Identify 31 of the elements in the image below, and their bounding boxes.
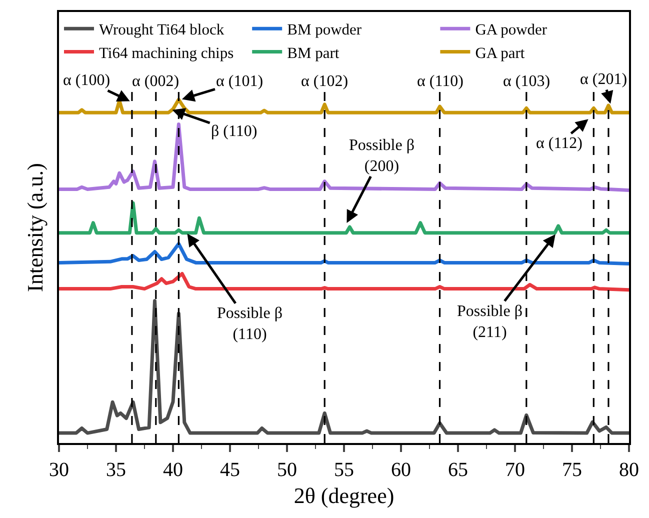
x-tick-label: 55 bbox=[334, 458, 354, 481]
annotation: α (112) bbox=[536, 135, 582, 152]
x-tick-label: 80 bbox=[619, 458, 639, 481]
y-axis-title: Intensity (a.u.) bbox=[22, 163, 48, 292]
x-tick-label: 60 bbox=[391, 458, 411, 481]
ref-line-label: α (103) bbox=[503, 73, 550, 90]
annotation: α (100) bbox=[63, 72, 110, 89]
annotation: Possible β (200) bbox=[349, 137, 414, 175]
x-tick-label: 65 bbox=[448, 458, 468, 481]
annotation: α (101) bbox=[216, 73, 264, 90]
x-tick-label: 40 bbox=[163, 458, 183, 481]
legend-label: Wrought Ti64 block bbox=[99, 22, 224, 39]
legend-label: BM part bbox=[287, 44, 340, 62]
ref-line-label: α (002) bbox=[132, 73, 180, 90]
legend-label: GA powder bbox=[475, 22, 548, 39]
ref-line-label: α (102) bbox=[301, 73, 348, 90]
annotation: Possible β (110) bbox=[217, 305, 282, 343]
x-tick-label: 70 bbox=[505, 458, 525, 481]
legend-label: BM powder bbox=[287, 22, 362, 39]
ref-line-label: α (110) bbox=[417, 73, 464, 90]
x-tick-label: 30 bbox=[49, 458, 69, 481]
annotation: β (110) bbox=[211, 123, 258, 140]
x-tick-label: 75 bbox=[562, 458, 582, 481]
annotation: α (201) bbox=[580, 71, 628, 88]
x-tick-label: 50 bbox=[277, 458, 297, 481]
legend-label: GA part bbox=[475, 44, 526, 62]
annotation: Possible β (211) bbox=[457, 303, 522, 341]
x-axis-title: 2θ (degree) bbox=[294, 483, 394, 508]
x-tick-label: 45 bbox=[220, 458, 240, 481]
x-tick-label: 35 bbox=[106, 458, 126, 481]
legend-label: Ti64 machining chips bbox=[99, 44, 234, 62]
